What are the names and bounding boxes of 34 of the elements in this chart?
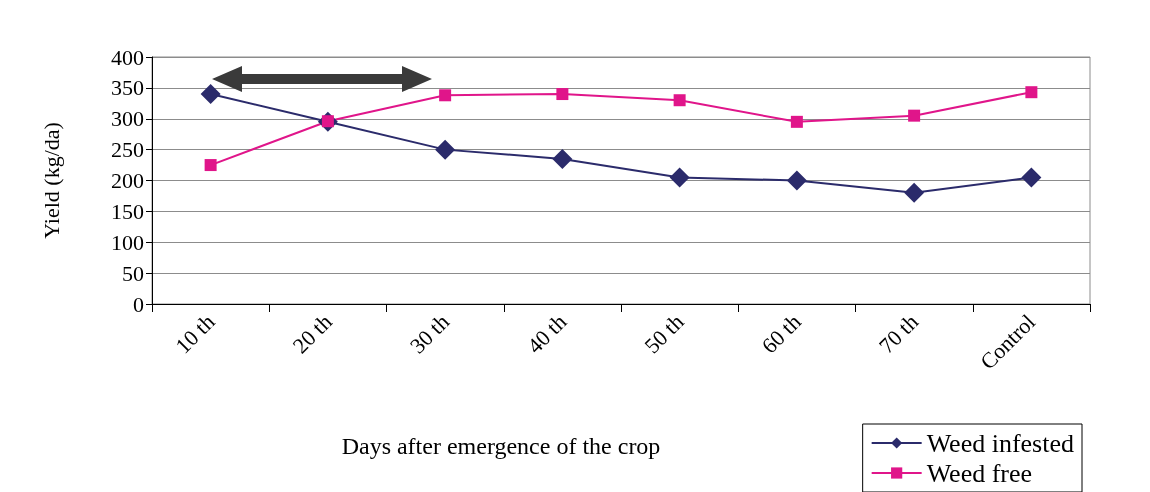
point: [200, 84, 221, 105]
y-tick-label: 150: [111, 198, 144, 224]
point: [439, 89, 452, 102]
x-tick-label: 60 th: [756, 309, 806, 359]
y-axis-title: Yield (kg/da): [38, 122, 64, 239]
legend-label: Weed infested: [926, 428, 1074, 458]
point: [669, 167, 690, 188]
point: [908, 109, 921, 122]
x-tick-label: 40 th: [522, 309, 572, 359]
point: [904, 182, 925, 203]
y-tick-label: 400: [111, 44, 144, 70]
point: [204, 159, 217, 172]
point: [556, 88, 569, 101]
x-tick-label: 30 th: [404, 309, 454, 359]
y-tick-label: 0: [133, 291, 144, 317]
y-tick-label: 50: [122, 260, 144, 286]
point: [435, 139, 456, 160]
y-tick-label: 350: [111, 75, 144, 101]
point: [790, 115, 803, 128]
x-axis-title: Days after emergence of the crop: [341, 433, 661, 459]
point: [552, 148, 573, 169]
x-tick-label: 10 th: [170, 309, 220, 359]
y-tick-label: 250: [111, 137, 144, 163]
x-tick-label: 50 th: [639, 309, 689, 359]
point: [1021, 167, 1042, 188]
y-tick-label: 200: [111, 168, 144, 193]
y-tick-label: 300: [111, 106, 144, 132]
point: [673, 94, 686, 107]
y-tick-label: 100: [111, 229, 144, 255]
legend-label: Weed free: [926, 458, 1033, 488]
point: [1025, 86, 1038, 99]
x-tick-label: 20 th: [287, 309, 337, 359]
point: [786, 170, 807, 191]
x-tick-label: 70 th: [873, 309, 923, 359]
